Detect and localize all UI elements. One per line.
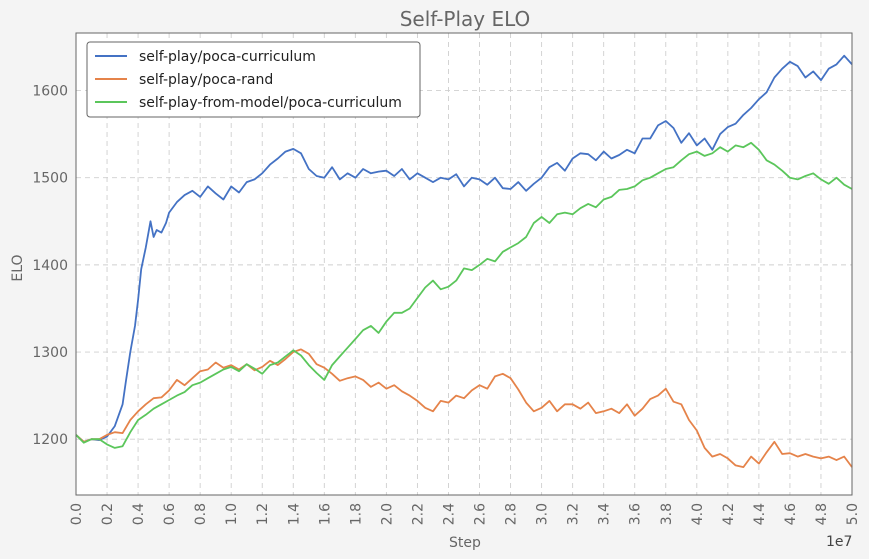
x-tick-labels: 0.0 0.2 0.4 0.6 0.8 1.0 1.2 1.4 1.6 1.8 2.0 2.2 2.4 2… <box>69 503 861 525</box>
x-tick-label: 3.8 <box>659 503 675 525</box>
x-tick-label: 3.0 <box>535 503 551 525</box>
series-lines <box>75 54 853 469</box>
x-tick-label: 1.2 <box>255 503 271 525</box>
chart-title: Self-Play ELO <box>400 7 531 31</box>
x-tick-label: 2.2 <box>410 503 426 525</box>
y-tick-label: 1300 <box>32 345 68 361</box>
x-tick-label: 1.8 <box>348 503 364 525</box>
x-tick-label: 0.2 <box>100 503 116 525</box>
series-line-2 <box>75 141 853 449</box>
x-tick-label: 4.2 <box>721 503 737 525</box>
y-tick-label: 1400 <box>32 258 68 274</box>
y-tick-label: 1200 <box>32 432 68 448</box>
x-tick-label: 2.4 <box>441 503 457 525</box>
series-line-0 <box>75 54 853 443</box>
x-tick-label: 0.4 <box>131 503 147 525</box>
x-tick-label: 4.6 <box>783 503 799 525</box>
x-tick-label: 1.0 <box>224 503 240 525</box>
x-tick-label: 1.4 <box>286 503 302 525</box>
x-tick-label: 2.6 <box>473 503 489 525</box>
x-tick-label: 3.4 <box>597 503 613 525</box>
y-tick-label: 1500 <box>32 171 68 187</box>
x-axis-label: Step <box>449 535 481 551</box>
x-tick-label: 0.0 <box>69 503 85 525</box>
legend-label-1: self-play/poca-rand <box>139 72 273 88</box>
legend-item: self-play-from-model/poca-curriculum <box>95 95 402 111</box>
legend-box <box>86 41 421 118</box>
x-tick-label: 3.2 <box>566 503 582 525</box>
series-line-1 <box>75 348 853 469</box>
legend-label-0: self-play/poca-curriculum <box>139 49 316 65</box>
legend: self-play/poca-curriculum self-play/poca… <box>86 41 421 118</box>
y-tick-labels: 1200 1300 1400 1500 1600 <box>32 84 68 449</box>
x-tick-label: 4.8 <box>814 503 830 525</box>
x-tick-label: 0.6 <box>162 503 178 525</box>
y-tick-label: 1600 <box>32 84 68 100</box>
x-tick-label: 0.8 <box>193 503 209 525</box>
x-tick-label: 4.4 <box>752 503 768 525</box>
plot-frame <box>75 32 853 496</box>
legend-item: self-play/poca-rand <box>95 72 273 88</box>
x-tick-label: 2.8 <box>504 503 520 525</box>
x-tick-label: 1.6 <box>317 503 333 525</box>
x-axis-offset-label: 1e7 <box>826 534 852 550</box>
legend-label-2: self-play-from-model/poca-curriculum <box>139 95 402 111</box>
x-tick-label: 4.0 <box>690 503 706 525</box>
x-tick-label: 5.0 <box>845 503 861 525</box>
y-axis-label: ELO <box>10 254 26 281</box>
legend-item: self-play/poca-curriculum <box>95 49 316 65</box>
x-tick-label: 3.6 <box>628 503 644 525</box>
x-tick-label: 2.0 <box>379 503 395 525</box>
